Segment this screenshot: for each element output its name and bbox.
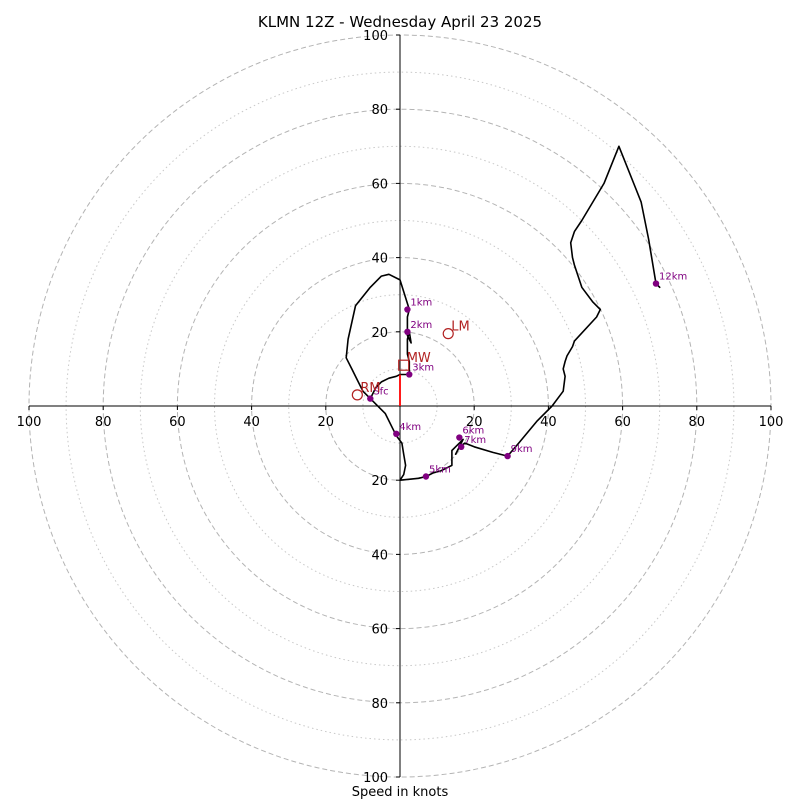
y-tick-label: 40: [371, 548, 388, 563]
y-tick-label: 20: [371, 326, 388, 341]
storm-motion-marker: [398, 359, 410, 371]
y-tick-label: 100: [363, 29, 388, 44]
y-tick-label: 60: [371, 177, 388, 192]
height-marker-label: 7km: [464, 435, 486, 446]
x-tick-label: 20: [318, 415, 335, 430]
height-marker-label: 2km: [410, 320, 432, 331]
height-marker: [367, 395, 374, 402]
height-marker-label: 3km: [412, 362, 434, 373]
height-marker-label: 6km: [462, 426, 484, 437]
x-tick-label: 80: [95, 415, 112, 430]
height-marker: [504, 452, 511, 460]
x-axis-label: Speed in knots: [352, 785, 449, 800]
storm-motion-label: LM: [451, 320, 469, 335]
y-tick-label: 20: [371, 474, 388, 489]
x-tick-label: 40: [540, 415, 557, 430]
height-marker: [456, 434, 463, 441]
height-marker-label: 4km: [399, 422, 421, 433]
height-marker: [404, 306, 411, 313]
height-marker-label: 12km: [659, 272, 687, 283]
hodograph-trace: [345, 145, 661, 482]
y-tick-label: 80: [371, 103, 388, 118]
x-tick-label: 20: [466, 415, 483, 430]
height-marker-label: Sfc: [373, 387, 388, 398]
height-marker-label: 5km: [429, 464, 451, 475]
height-marker: [652, 280, 660, 287]
height-marker: [406, 371, 413, 378]
height-marker: [404, 328, 411, 335]
x-tick-label: 100: [759, 415, 784, 430]
height-marker: [458, 443, 465, 451]
x-tick-label: 60: [169, 415, 186, 430]
height-marker: [422, 473, 430, 480]
y-tick-label: 60: [371, 623, 388, 638]
x-tick-label: 100: [17, 415, 42, 430]
height-marker-label: 1km: [410, 298, 432, 309]
chart-title: KLMN 12Z - Wednesday April 23 2025: [258, 13, 542, 31]
x-tick-label: 60: [614, 415, 631, 430]
storm-motion-label: RM: [360, 381, 380, 396]
storm-motion-marker: [442, 328, 454, 340]
y-tick-label: 40: [371, 252, 388, 267]
y-tick-label: 100: [363, 771, 388, 786]
height-marker-label: 9km: [511, 444, 533, 455]
x-tick-label: 40: [243, 415, 260, 430]
height-marker: [393, 430, 400, 438]
storm-motion-label: MW: [407, 351, 431, 366]
storm-motion-marker: [351, 389, 363, 401]
x-tick-label: 80: [689, 415, 706, 430]
y-tick-label: 80: [371, 697, 388, 712]
